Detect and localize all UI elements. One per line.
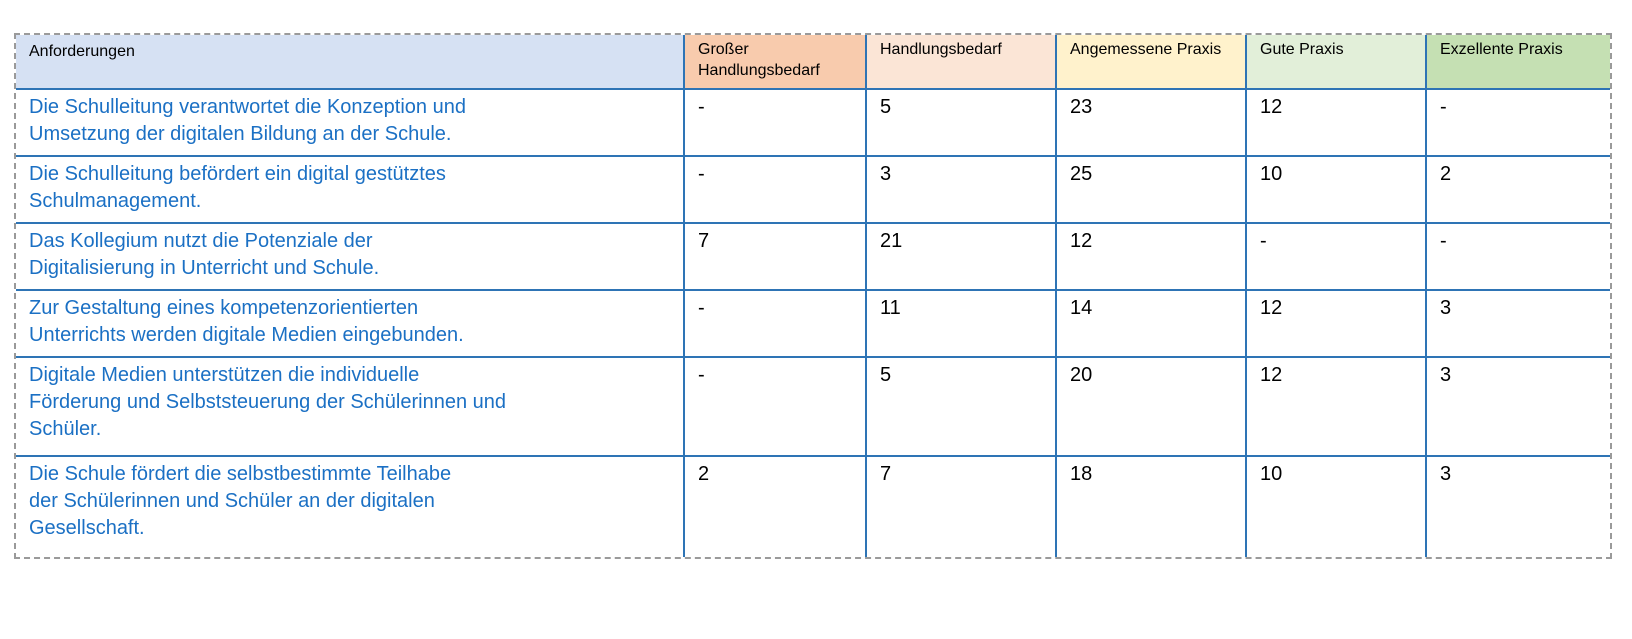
value-cell: 3 bbox=[867, 157, 1057, 224]
value-cell: 3 bbox=[1427, 358, 1610, 457]
value-cell: 7 bbox=[685, 224, 867, 291]
header-handlungsbedarf: Handlungsbedarf bbox=[867, 35, 1057, 90]
value-cell: 12 bbox=[1247, 358, 1427, 457]
value-cell: - bbox=[685, 157, 867, 224]
value-cell: 20 bbox=[1057, 358, 1247, 457]
value-cell: 10 bbox=[1247, 157, 1427, 224]
value-cell: 21 bbox=[867, 224, 1057, 291]
value-cell: 2 bbox=[685, 457, 867, 557]
value-cell: - bbox=[1427, 90, 1610, 157]
requirement-cell: Die Schulleitung verantwortet die Konzep… bbox=[16, 90, 685, 157]
requirement-cell: Die Schule fördert die selbstbestimmte T… bbox=[16, 457, 685, 557]
value-cell: 3 bbox=[1440, 463, 1452, 485]
value-cell: 12 bbox=[1057, 224, 1247, 291]
table-row: Digitale Medien unterstützen die individ… bbox=[16, 358, 1610, 457]
header-anforderungen: Anforderungen bbox=[16, 35, 685, 90]
value-cell: - bbox=[685, 90, 867, 157]
value-cell: 12 bbox=[1247, 291, 1427, 358]
header-row: Anforderungen Großer Handlungsbedarf Han… bbox=[16, 35, 1610, 90]
header-grosser-handlungsbedarf: Großer Handlungsbedarf bbox=[685, 35, 867, 90]
value-cell: - bbox=[685, 358, 867, 457]
requirement-cell: Das Kollegium nutzt die Potenziale der D… bbox=[16, 224, 685, 291]
value-cell: - bbox=[1427, 224, 1610, 291]
value-cell: 2 bbox=[1427, 157, 1610, 224]
table-row: Die Schulleitung befördert ein digital g… bbox=[16, 157, 1610, 224]
table-row: Die Schule fördert die selbstbestimmte T… bbox=[16, 457, 1610, 557]
anforderungen-table: Anforderungen Großer Handlungsbedarf Han… bbox=[14, 33, 1612, 559]
value-cell: 14 bbox=[1057, 291, 1247, 358]
value-cell: 23 bbox=[1057, 90, 1247, 157]
value-cell: - bbox=[1247, 224, 1427, 291]
header-gute-praxis: Gute Praxis bbox=[1247, 35, 1427, 90]
table-row: Die Schulleitung verantwortet die Konzep… bbox=[16, 90, 1610, 157]
value-cell: 11 bbox=[867, 291, 1057, 358]
requirement-cell: Digitale Medien unterstützen die individ… bbox=[16, 358, 685, 457]
header-angemessene-praxis: Angemessene Praxis bbox=[1057, 35, 1247, 90]
requirement-cell: Zur Gestaltung eines kompetenzorientiert… bbox=[16, 291, 685, 358]
value-cell: 3 bbox=[1427, 291, 1610, 358]
table-row: Zur Gestaltung eines kompetenzorientiert… bbox=[16, 291, 1610, 358]
requirement-cell: Die Schulleitung befördert ein digital g… bbox=[16, 157, 685, 224]
value-cell: 5 bbox=[867, 358, 1057, 457]
value-cell: - bbox=[685, 291, 867, 358]
value-cell: 5 bbox=[867, 90, 1057, 157]
value-cell: 10 bbox=[1247, 457, 1427, 557]
value-cell: 18 bbox=[1057, 457, 1247, 557]
header-exzellente-praxis: Exzellente Praxis bbox=[1427, 35, 1610, 90]
value-cell: 25 bbox=[1057, 157, 1247, 224]
table-row: Das Kollegium nutzt die Potenziale der D… bbox=[16, 224, 1610, 291]
value-cell: 7 bbox=[867, 457, 1057, 557]
value-cell: 12 bbox=[1247, 90, 1427, 157]
